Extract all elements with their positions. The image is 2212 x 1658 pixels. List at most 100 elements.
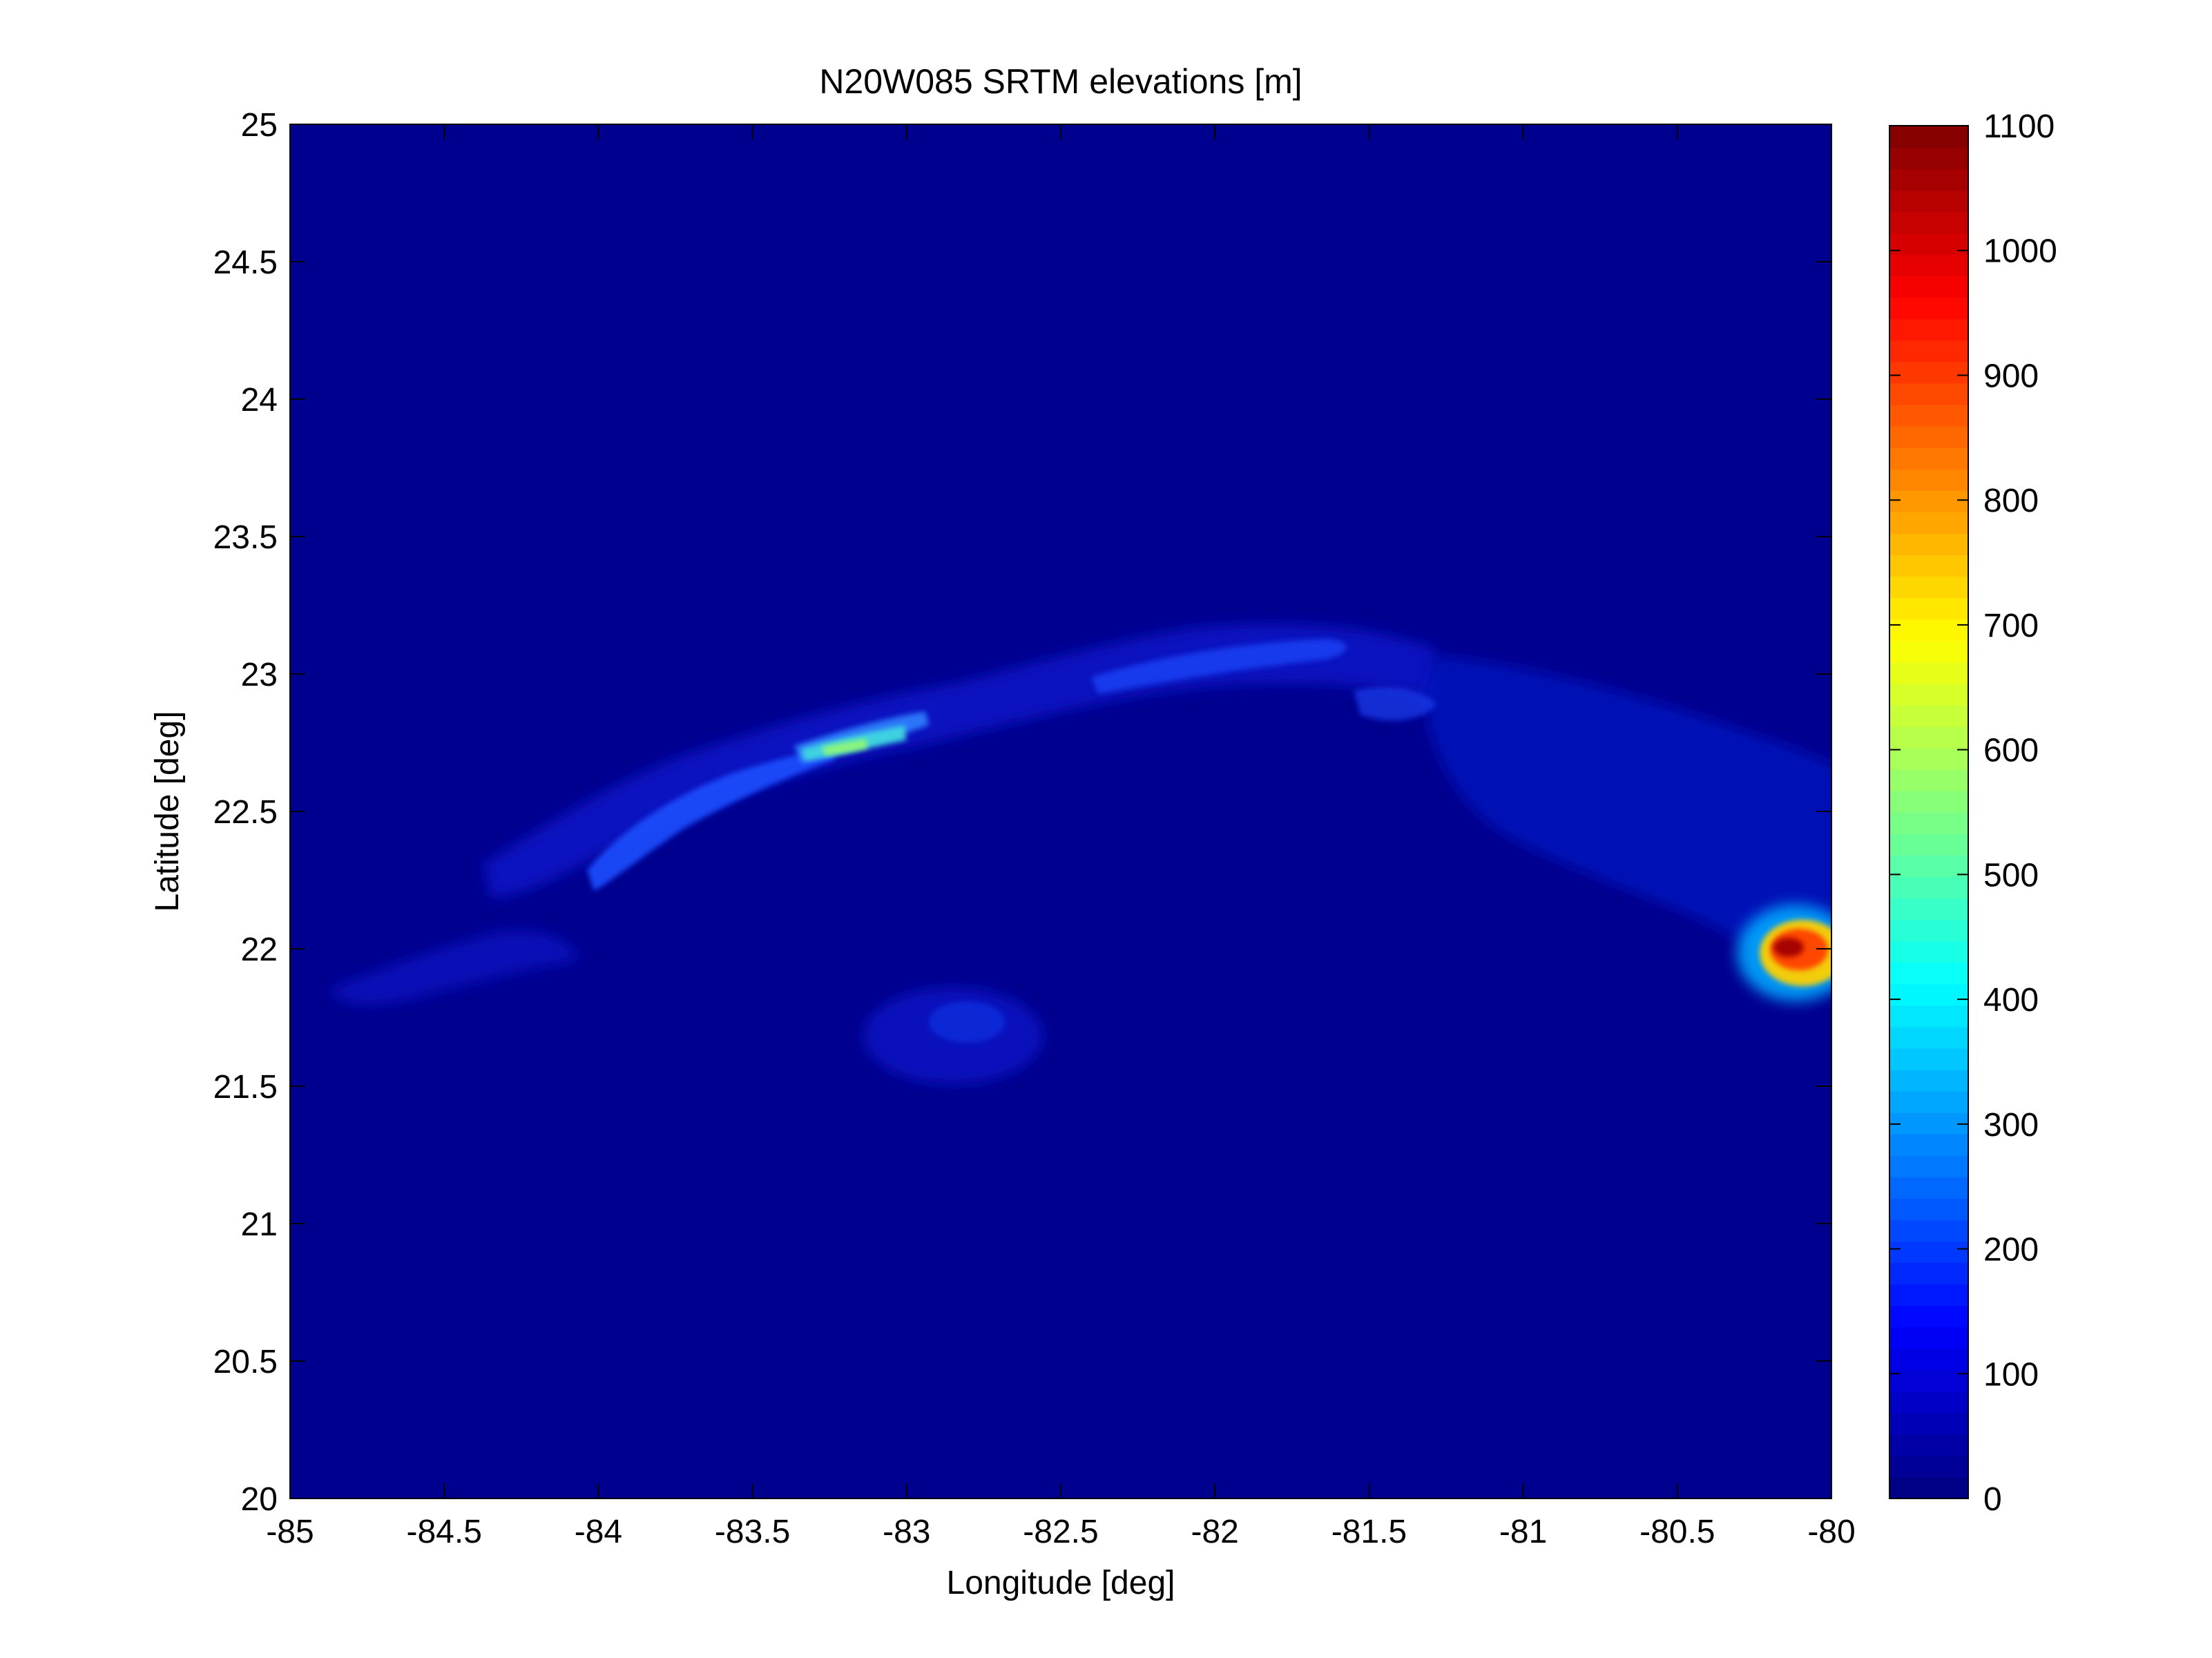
colorbar-band: [1889, 1133, 1968, 1156]
colorbar-band: [1889, 1327, 1968, 1349]
x-tick-label: -83.5: [715, 1514, 790, 1550]
colorbar-band: [1889, 1069, 1968, 1092]
chart-title: N20W085 SRTM elevations [m]: [819, 62, 1302, 101]
x-tick-label: -80.5: [1639, 1514, 1715, 1550]
colorbar-band: [1889, 254, 1968, 277]
colorbar-band: [1889, 919, 1968, 942]
colorbar-band: [1889, 555, 1968, 577]
colorbar-tick-label: 100: [1983, 1356, 2039, 1393]
colorbar-band: [1889, 447, 1968, 470]
x-axis-ticks: [289, 124, 1832, 1498]
colorbar-band: [1889, 1155, 1968, 1177]
escambray-peak: [1773, 938, 1804, 957]
colorbar-band: [1889, 662, 1968, 684]
colorbar-band: [1889, 812, 1968, 834]
colorbar-tick-label: 600: [1983, 733, 2039, 769]
y-tick-label: 24.5: [213, 244, 278, 281]
x-tick-label: -81: [1499, 1514, 1547, 1550]
colorbar-band: [1889, 425, 1968, 448]
ridge-peak-bright: [822, 739, 867, 755]
x-tick-label: -80: [1807, 1514, 1855, 1550]
y-axis-ticks: [290, 124, 1831, 1499]
colorbar-band: [1889, 962, 1968, 985]
y-tick-label: 21: [241, 1206, 278, 1243]
colorbar-band: [1889, 383, 1968, 405]
colorbar-band: [1889, 512, 1968, 534]
colorbar-bands: [1889, 126, 1968, 1499]
y-axis-tick-labels: 20 20.5 21 21.5 22 22.5 23 23.5 24 24.5 25: [213, 107, 278, 1518]
colorbar-band: [1889, 1090, 1968, 1113]
colorbar-band: [1889, 1198, 1968, 1220]
colorbar-band: [1889, 1369, 1968, 1392]
colorbar-band: [1889, 168, 1968, 191]
escambray-massif: [1737, 905, 1831, 1001]
colorbar-tick-label: 1000: [1983, 233, 2057, 270]
land-peninsula: [331, 930, 580, 1005]
colorbar-band: [1889, 619, 1968, 642]
colorbar-band: [1889, 147, 1968, 169]
colorbar-band: [1889, 1412, 1968, 1435]
colorbar-tick-label: 500: [1983, 857, 2039, 894]
y-tick-label: 22.5: [213, 794, 278, 831]
colorbar-band: [1889, 1005, 1968, 1028]
colorbar-band: [1889, 1391, 1968, 1414]
colorbar-ticks: [1889, 125, 1968, 1499]
y-tick-label: 21.5: [213, 1069, 278, 1106]
colorbar-band: [1889, 1048, 1968, 1070]
colorbar-band: [1889, 126, 1968, 148]
colorbar-band: [1889, 404, 1968, 427]
y-tick-label: 25: [241, 107, 278, 144]
x-tick-label: -85: [266, 1514, 314, 1550]
colorbar-band: [1889, 1434, 1968, 1456]
x-tick-label: -82: [1191, 1514, 1239, 1550]
y-tick-label: 23: [241, 657, 278, 693]
colorbar-band: [1889, 469, 1968, 491]
y-axis-label: Latitude [deg]: [149, 711, 186, 912]
y-tick-label: 20.5: [213, 1344, 278, 1380]
y-tick-label: 20: [241, 1481, 278, 1518]
colorbar-tick-label: 700: [1983, 608, 2039, 644]
colorbar-band: [1889, 1026, 1968, 1049]
colorbar-band: [1889, 726, 1968, 749]
colorbar-band: [1889, 790, 1968, 813]
colorbar-tick-label: 0: [1983, 1481, 2002, 1518]
colorbar-band: [1889, 190, 1968, 213]
colorbar-band: [1889, 233, 1968, 256]
colorbar-band: [1889, 1305, 1968, 1328]
colorbar: 0 100 200 300 400 500 600 700 800 900 1000 1100: [1889, 108, 2057, 1518]
colorbar-band: [1889, 361, 1968, 384]
colorbar-tick-label: 1100: [1983, 108, 2055, 145]
colorbar-band: [1889, 640, 1968, 663]
colorbar-band: [1889, 1112, 1968, 1135]
ridge-west: [587, 746, 836, 891]
colorbar-band: [1889, 297, 1968, 320]
colorbar-tick-label: 300: [1983, 1107, 2039, 1144]
colorbar-band: [1889, 340, 1968, 363]
y-tick-label: 23.5: [213, 519, 278, 556]
colorbar-band: [1889, 1455, 1968, 1478]
colorbar-band: [1889, 1177, 1968, 1199]
colorbar-band: [1889, 1348, 1968, 1371]
colorbar-band: [1889, 490, 1968, 512]
x-tick-label: -84.5: [406, 1514, 481, 1550]
colorbar-band: [1889, 833, 1968, 856]
colorbar-band: [1889, 876, 1968, 899]
colorbar-band: [1889, 318, 1968, 341]
x-tick-label: -83: [883, 1514, 930, 1550]
heatmap-plot-area: [289, 124, 1832, 1499]
terrain-overlay: [331, 624, 1831, 1084]
y-tick-label: 24: [241, 382, 278, 418]
colorbar-band: [1889, 855, 1968, 877]
x-axis-label: Longitude [deg]: [947, 1565, 1175, 1601]
hills-east: [1354, 687, 1436, 721]
colorbar-band: [1889, 941, 1968, 963]
island-juventud-core: [929, 1001, 1005, 1043]
x-tick-label: -82.5: [1023, 1514, 1098, 1550]
colorbar-tick-label: 900: [1983, 358, 2039, 394]
x-tick-label: -81.5: [1331, 1514, 1407, 1550]
colorbar-band: [1889, 211, 1968, 234]
colorbar-tick-label: 400: [1983, 982, 2039, 1019]
colorbar-band: [1889, 683, 1968, 706]
x-axis-tick-labels: -85 -84.5 -84 -83.5 -83 -82.5 -82 -81.5 -81 -80.5…: [266, 1514, 1855, 1550]
